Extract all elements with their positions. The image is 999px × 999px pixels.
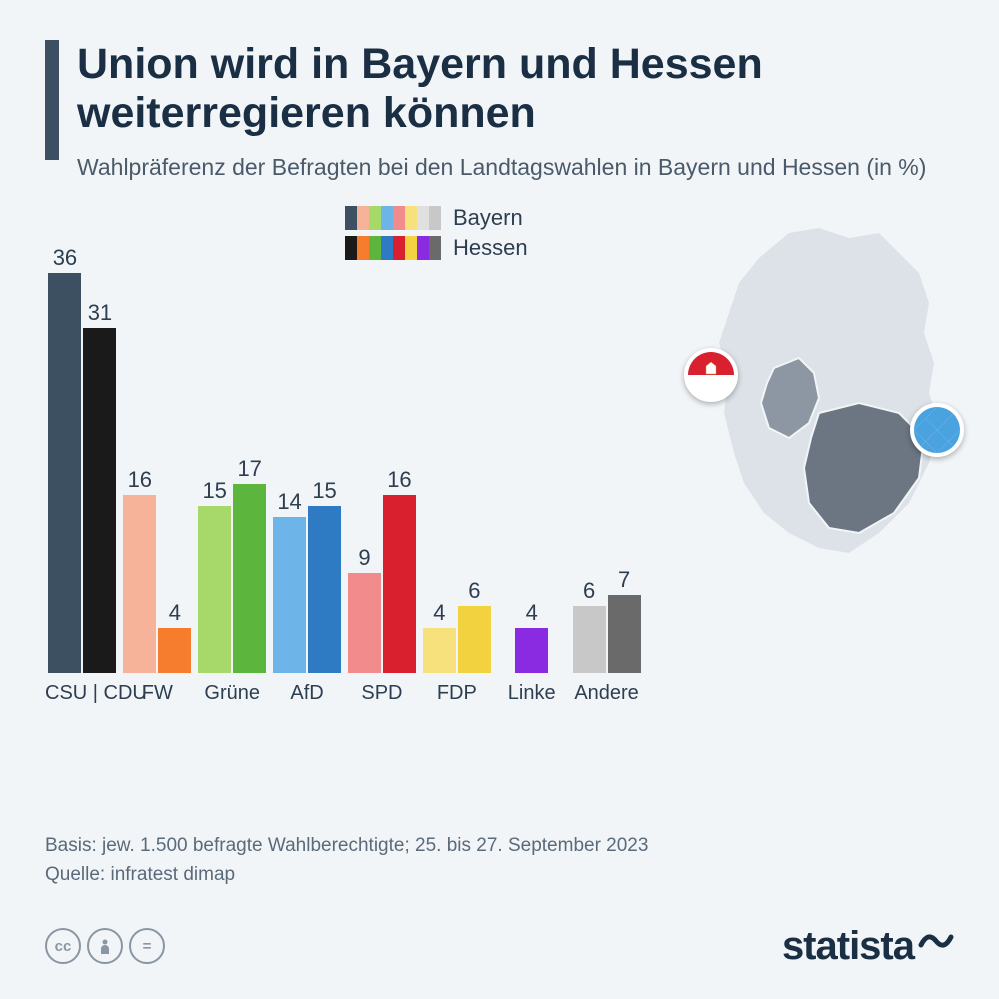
bar-hessen: 31 [83, 328, 116, 672]
legend-swatch [369, 206, 381, 230]
bar-bayern: 15 [198, 506, 231, 673]
legend-swatch [417, 236, 429, 260]
legend-swatch [393, 236, 405, 260]
legend-row-hessen: Hessen [345, 235, 528, 261]
bayern-region [804, 403, 924, 533]
bar-group: 46FDP [419, 606, 494, 673]
chart-subtitle: Wahlpräferenz der Befragten bei den Land… [77, 153, 954, 183]
legend-label-bayern: Bayern [453, 205, 523, 231]
bar-group: 164FW [120, 495, 195, 673]
category-label: FDP [419, 682, 494, 705]
germany-map [664, 213, 974, 573]
header: Union wird in Bayern und Hessen weiterre… [45, 40, 954, 183]
legend-swatches-bayern [345, 206, 441, 230]
legend-label-hessen: Hessen [453, 235, 528, 261]
legend-swatches-hessen [345, 236, 441, 260]
footer-quelle: Quelle: infratest dimap [45, 861, 648, 890]
logo-text: statista [782, 924, 914, 969]
category-label: FW [120, 682, 195, 705]
bar-value-label: 17 [237, 456, 261, 482]
legend-swatch [417, 206, 429, 230]
category-label: Linke [494, 682, 569, 705]
chart-area: Bayern Hessen 3631CSU | CDU164FW1517Grün… [45, 213, 954, 713]
bar-bayern: 16 [123, 495, 156, 673]
bar-hessen: 7 [608, 595, 641, 673]
cc-license-icons: cc = [45, 928, 165, 964]
legend-swatch [429, 206, 441, 230]
category-label: CSU | CDU [45, 682, 120, 705]
statista-logo: statista [782, 923, 954, 969]
bar-value-label: 4 [169, 600, 181, 626]
cc-icon: cc [45, 928, 81, 964]
bayern-badge-icon [910, 403, 964, 457]
cc-nd-icon: = [129, 928, 165, 964]
legend-swatch [393, 206, 405, 230]
bar-value-label: 6 [583, 578, 595, 604]
hessen-badge-icon [684, 348, 738, 402]
legend-swatch [357, 236, 369, 260]
bar-group: 4Linke [494, 628, 569, 672]
category-label: Andere [569, 682, 644, 705]
title-block: Union wird in Bayern und Hessen weiterre… [77, 40, 954, 183]
bar-group: 1415AfD [270, 506, 345, 673]
footer-notes: Basis: jew. 1.500 befragte Wahlberechtig… [45, 832, 648, 889]
bar-bayern: 9 [348, 573, 381, 673]
bar-group: 67Andere [569, 595, 644, 673]
legend-swatch [345, 206, 357, 230]
bar-value-label: 16 [128, 467, 152, 493]
category-label: Grüne [195, 682, 270, 705]
legend-swatch [357, 206, 369, 230]
legend: Bayern Hessen [345, 205, 528, 265]
chart-title: Union wird in Bayern und Hessen weiterre… [77, 40, 954, 139]
bar-bayern: 4 [423, 628, 456, 672]
bar-group: 3631CSU | CDU [45, 273, 120, 673]
category-label: AfD [270, 682, 345, 705]
bar-bayern: 14 [273, 517, 306, 673]
cc-by-icon [87, 928, 123, 964]
category-label: SPD [345, 682, 420, 705]
bar-value-label: 4 [526, 600, 538, 626]
bar-group: 916SPD [345, 495, 420, 673]
legend-swatch [381, 206, 393, 230]
bar-hessen: 4 [515, 628, 548, 672]
bar-hessen: 15 [308, 506, 341, 673]
bar-value-label: 9 [358, 545, 370, 571]
bar-value-label: 36 [53, 245, 77, 271]
bar-value-label: 4 [433, 600, 445, 626]
bar-hessen: 17 [233, 484, 266, 673]
bar-value-label: 15 [312, 478, 336, 504]
bottom-bar: cc = statista [45, 923, 954, 969]
legend-swatch [429, 236, 441, 260]
bar-value-label: 16 [387, 467, 411, 493]
bar-value-label: 31 [88, 300, 112, 326]
title-accent-bar [45, 40, 59, 160]
legend-swatch [405, 206, 417, 230]
bar-value-label: 7 [618, 567, 630, 593]
legend-swatch [345, 236, 357, 260]
bar-value-label: 15 [202, 478, 226, 504]
footer-basis: Basis: jew. 1.500 befragte Wahlberechtig… [45, 832, 648, 861]
legend-swatch [405, 236, 417, 260]
bar-value-label: 6 [468, 578, 480, 604]
legend-swatch [369, 236, 381, 260]
bar-hessen: 6 [458, 606, 491, 673]
bar-hessen: 4 [158, 628, 191, 672]
legend-row-bayern: Bayern [345, 205, 528, 231]
bar-hessen: 16 [383, 495, 416, 673]
logo-wave-icon [918, 923, 954, 969]
bar-bayern: 36 [48, 273, 81, 673]
legend-swatch [381, 236, 393, 260]
bar-value-label: 14 [277, 489, 301, 515]
bars-container: 3631CSU | CDU164FW1517Grüne1415AfD916SPD… [45, 273, 644, 673]
bar-bayern: 6 [573, 606, 606, 673]
bar-group: 1517Grüne [195, 484, 270, 673]
